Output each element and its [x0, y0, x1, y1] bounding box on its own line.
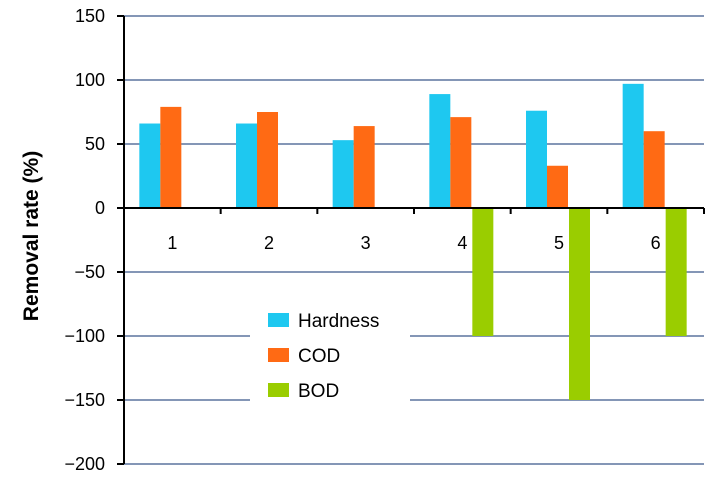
gridlines [124, 15, 704, 465]
bar-hardness-4 [429, 94, 451, 208]
legend-label-bod: BOD [298, 381, 339, 402]
y-tick-label: 100 [75, 70, 105, 90]
legend-swatch-bod [268, 383, 289, 397]
bar-bod-6 [665, 208, 687, 336]
legend-label-hardness: Hardness [298, 311, 379, 332]
y-tick-label: 0 [95, 198, 105, 218]
axes [117, 15, 705, 465]
bar-cod-1 [160, 106, 182, 208]
y-tick-label: −200 [64, 454, 105, 474]
y-axis-title: Removal rate (%) [20, 151, 43, 321]
bar-cod-2 [257, 112, 278, 208]
y-tick-label: −50 [74, 262, 105, 282]
legend-swatch-cod [268, 348, 289, 362]
legend-swatch-hardness [268, 313, 289, 327]
bar-hardness-6 [622, 83, 644, 208]
y-tick-labels: 150 100 50 0 −50 −100 −150 −200 [64, 6, 105, 474]
category-label: 2 [264, 233, 274, 253]
category-label: 3 [361, 233, 371, 253]
bar-bod-5 [569, 208, 590, 400]
bars [139, 83, 687, 400]
y-tick-label: −150 [64, 390, 105, 410]
y-tick-label: 50 [85, 134, 105, 154]
bar-hardness-3 [332, 140, 354, 208]
y-tick-label: −100 [64, 326, 105, 346]
category-label: 6 [651, 233, 661, 253]
legend-label-cod: COD [298, 346, 340, 367]
bar-cod-4 [450, 117, 472, 208]
bar-hardness-5 [526, 110, 547, 208]
bar-cod-5 [547, 165, 568, 208]
bar-bod-4 [472, 208, 494, 336]
bar-cod-6 [643, 131, 665, 208]
category-label: 5 [554, 233, 564, 253]
bar-cod-3 [353, 126, 375, 208]
y-tick-label: 150 [75, 6, 105, 26]
category-label: 1 [167, 233, 177, 253]
category-labels: 1 2 3 4 5 6 [167, 233, 660, 253]
bar-hardness-1 [139, 123, 161, 208]
bar-hardness-2 [236, 123, 257, 208]
legend: Hardness COD BOD [250, 300, 410, 410]
category-label: 4 [457, 233, 467, 253]
